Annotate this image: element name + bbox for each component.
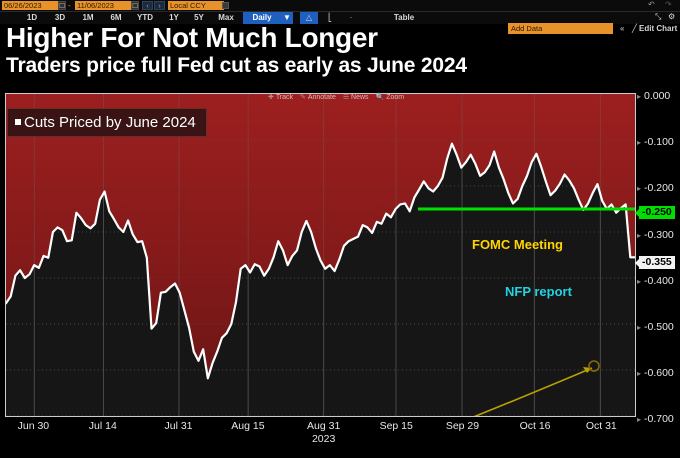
chart-tool-strip[interactable]: ✚ Track ✎ Annotate ☰ News 🔍 Zoom [268,92,409,103]
y-tick-300: ▸ -0.300 [637,229,674,241]
page-title: Higher For Not Much Longer [6,22,378,53]
last-price-label: -0.355 [635,256,675,269]
page-subtitle: Traders price full Fed cut as early as J… [6,54,467,77]
annotate-tool[interactable]: ✎ Annotate [300,94,336,101]
x-axis: 2023 Jun 30 Jul 14 Jul 31 Aug 15 Aug 31 Sep 1… [0,420,680,458]
period-1y[interactable]: 1Y [169,13,179,22]
legend-label: Cuts Priced by June 2024 [24,114,196,131]
annotation-nfp-report: NFP report [505,284,572,299]
y-tick-500: ▸ -0.500 [637,321,674,333]
line-chart-icon[interactable]: △ [300,12,318,24]
fomc-marker-circle [588,360,600,372]
x-tick-8: Oct 31 [585,420,617,432]
y-tick-700: ▸ -0.700 [637,413,674,425]
currency-selector[interactable]: Local CCY [168,1,224,10]
y-tick-0: ▸ 0.000 [637,90,671,102]
settings-gear-icon[interactable]: ⚙ [668,12,676,21]
chevron-down-icon[interactable]: ▼ [281,12,293,24]
annotation-fomc-meeting: FOMC Meeting [472,237,563,252]
track-tool[interactable]: ✚ Track [268,94,294,101]
news-tool[interactable]: ☰ News [342,94,369,101]
period-5y[interactable]: 5Y [194,13,204,22]
date-to-calendar-button[interactable]: ☐ [131,1,139,10]
table-view-button[interactable]: Table [393,13,415,22]
y-axis: ▸ 0.000 ▸ -0.100 ▸ -0.200 -0.250 ▸ -0.300 -0… [635,90,680,424]
redo-icon[interactable]: ↷ [665,0,672,9]
reference-price-label: -0.250 [635,206,675,219]
frequency-selector[interactable]: Daily [243,12,281,24]
x-tick-4: Aug 31 [307,420,341,432]
date-to-input[interactable]: 11/06/2023 [75,1,134,10]
more-options-icon[interactable]: · [349,13,353,22]
fullscreen-icon[interactable]: ⤡ [655,12,662,21]
period-3d[interactable]: 3D [54,13,66,22]
chart-gridlines-overlay [6,94,635,416]
x-tick-1: Jul 14 [88,420,117,432]
y-tick-200: ▸ -0.200 [637,182,674,194]
area-fill-above [6,94,635,379]
period-1d[interactable]: 1D [26,13,38,22]
x-tick-0: Jun 30 [17,420,50,432]
y-tick-400: ▸ -0.400 [637,275,674,287]
next-period-button[interactable]: › [154,1,165,10]
toolbar-row-periods: 1D 3D 1M 6M YTD 1Y 5Y Max Daily ▼ △ ⎣ · … [0,11,680,34]
zoom-tool[interactable]: 🔍 Zoom [375,94,405,101]
chart-legend[interactable]: Cuts Priced by June 2024 [7,108,207,137]
add-data-input[interactable]: Add Data [508,23,613,34]
edit-chart-button[interactable]: ╱ Edit Chart [632,24,678,33]
period-ytd[interactable]: YTD [137,13,153,22]
chart-canvas [6,94,635,416]
period-max[interactable]: Max [218,13,234,22]
collapse-panel-icon[interactable]: « [620,24,625,33]
x-axis-year-label: 2023 [311,433,336,445]
fomc-annotation-arrow [473,367,593,416]
currency-options-button[interactable] [222,2,229,9]
period-6m[interactable]: 6M [110,13,122,22]
date-from-calendar-button[interactable]: ☐ [58,1,66,10]
undo-icon[interactable]: ↶ [648,0,655,9]
date-from-input[interactable]: 06/26/2023 [2,1,61,10]
prev-period-button[interactable]: ‹ [142,1,153,10]
x-tick-3: Aug 15 [231,420,265,432]
y-tick-600: ▸ -0.600 [637,367,674,379]
bar-chart-icon[interactable]: ⎣ [328,13,332,22]
x-tick-2: Jul 31 [164,420,193,432]
y-tick-100: ▸ -0.100 [637,136,674,148]
x-tick-5: Sep 15 [379,420,413,432]
legend-swatch-icon [15,119,21,126]
x-tick-6: Sep 29 [445,420,480,432]
x-tick-7: Oct 16 [519,420,551,432]
price-chart[interactable] [5,93,636,417]
period-1m[interactable]: 1M [82,13,94,22]
toolbar-row-dates: 06/26/2023 ☐ - 11/06/2023 ☐ ‹ › Local CC… [0,0,680,11]
date-range-separator: - [68,1,71,10]
series-line [6,142,635,380]
